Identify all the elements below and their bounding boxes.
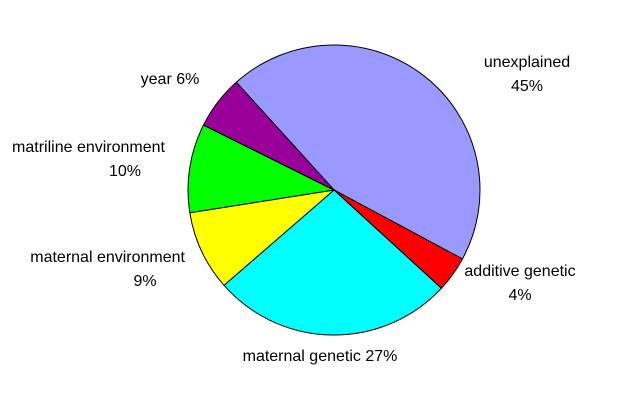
slice [223,189,443,336]
slice-label: year 6% [141,71,200,88]
value-label: 4% [508,287,531,304]
slice [189,189,336,287]
slice [235,44,481,260]
category-label: additive genetic [464,263,575,280]
value-label: 6% [176,71,199,88]
category-label: year [141,71,173,88]
category-label: unexplained [484,54,570,71]
value-label: 45% [511,78,543,95]
slice [202,81,335,191]
slice-label: maternal genetic 27% [243,348,398,365]
value-label: 9% [133,273,156,290]
category-label: maternal genetic [243,348,361,365]
category-label: matriline environment [12,139,166,156]
category-label: maternal environment [30,249,185,266]
value-label: 10% [109,163,141,180]
slice [187,124,336,214]
value-label: 27% [365,348,397,365]
